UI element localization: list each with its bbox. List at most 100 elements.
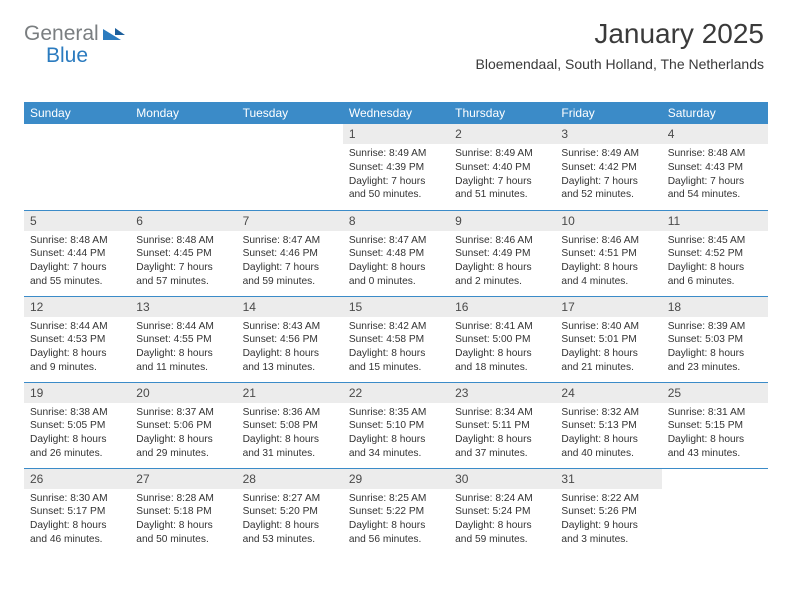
day-number: 8 [343, 211, 449, 231]
day-content: Sunrise: 8:49 AMSunset: 4:42 PMDaylight:… [555, 144, 661, 206]
day-content: Sunrise: 8:40 AMSunset: 5:01 PMDaylight:… [555, 317, 661, 379]
day-cell: 2Sunrise: 8:49 AMSunset: 4:40 PMDaylight… [449, 124, 555, 210]
day-content: Sunrise: 8:44 AMSunset: 4:53 PMDaylight:… [24, 317, 130, 379]
day-cell: 1Sunrise: 8:49 AMSunset: 4:39 PMDaylight… [343, 124, 449, 210]
weekday-header: Monday [130, 102, 236, 124]
day-cell: 19Sunrise: 8:38 AMSunset: 5:05 PMDayligh… [24, 382, 130, 468]
day-number: 4 [662, 124, 768, 144]
day-number: 3 [555, 124, 661, 144]
day-content: Sunrise: 8:25 AMSunset: 5:22 PMDaylight:… [343, 489, 449, 551]
day-number: 1 [343, 124, 449, 144]
empty-cell [237, 124, 343, 210]
weekday-header: Friday [555, 102, 661, 124]
day-number: 23 [449, 383, 555, 403]
day-number: 9 [449, 211, 555, 231]
day-content: Sunrise: 8:24 AMSunset: 5:24 PMDaylight:… [449, 489, 555, 551]
day-number: 28 [237, 469, 343, 489]
calendar-table: Sunday Monday Tuesday Wednesday Thursday… [24, 102, 768, 554]
day-cell: 8Sunrise: 8:47 AMSunset: 4:48 PMDaylight… [343, 210, 449, 296]
day-content: Sunrise: 8:31 AMSunset: 5:15 PMDaylight:… [662, 403, 768, 465]
day-number: 16 [449, 297, 555, 317]
empty-cell [662, 468, 768, 554]
day-number: 20 [130, 383, 236, 403]
day-cell: 31Sunrise: 8:22 AMSunset: 5:26 PMDayligh… [555, 468, 661, 554]
day-number: 7 [237, 211, 343, 231]
day-cell: 10Sunrise: 8:46 AMSunset: 4:51 PMDayligh… [555, 210, 661, 296]
day-cell: 30Sunrise: 8:24 AMSunset: 5:24 PMDayligh… [449, 468, 555, 554]
day-content: Sunrise: 8:27 AMSunset: 5:20 PMDaylight:… [237, 489, 343, 551]
weekday-header: Saturday [662, 102, 768, 124]
day-cell: 27Sunrise: 8:28 AMSunset: 5:18 PMDayligh… [130, 468, 236, 554]
empty-cell [24, 124, 130, 210]
day-content: Sunrise: 8:35 AMSunset: 5:10 PMDaylight:… [343, 403, 449, 465]
day-content: Sunrise: 8:38 AMSunset: 5:05 PMDaylight:… [24, 403, 130, 465]
calendar-row: 26Sunrise: 8:30 AMSunset: 5:17 PMDayligh… [24, 468, 768, 554]
day-content: Sunrise: 8:47 AMSunset: 4:48 PMDaylight:… [343, 231, 449, 293]
logo-text-general: General [24, 22, 99, 46]
day-content: Sunrise: 8:48 AMSunset: 4:44 PMDaylight:… [24, 231, 130, 293]
calendar-row: 1Sunrise: 8:49 AMSunset: 4:39 PMDaylight… [24, 124, 768, 210]
day-content: Sunrise: 8:42 AMSunset: 4:58 PMDaylight:… [343, 317, 449, 379]
logo: General [24, 22, 125, 46]
day-content: Sunrise: 8:34 AMSunset: 5:11 PMDaylight:… [449, 403, 555, 465]
day-content: Sunrise: 8:46 AMSunset: 4:49 PMDaylight:… [449, 231, 555, 293]
day-cell: 16Sunrise: 8:41 AMSunset: 5:00 PMDayligh… [449, 296, 555, 382]
day-cell: 11Sunrise: 8:45 AMSunset: 4:52 PMDayligh… [662, 210, 768, 296]
day-cell: 12Sunrise: 8:44 AMSunset: 4:53 PMDayligh… [24, 296, 130, 382]
calendar-row: 12Sunrise: 8:44 AMSunset: 4:53 PMDayligh… [24, 296, 768, 382]
day-content: Sunrise: 8:47 AMSunset: 4:46 PMDaylight:… [237, 231, 343, 293]
weekday-header: Thursday [449, 102, 555, 124]
weekday-header: Tuesday [237, 102, 343, 124]
day-cell: 20Sunrise: 8:37 AMSunset: 5:06 PMDayligh… [130, 382, 236, 468]
day-number: 5 [24, 211, 130, 231]
day-content: Sunrise: 8:43 AMSunset: 4:56 PMDaylight:… [237, 317, 343, 379]
day-cell: 3Sunrise: 8:49 AMSunset: 4:42 PMDaylight… [555, 124, 661, 210]
day-number: 25 [662, 383, 768, 403]
day-content: Sunrise: 8:48 AMSunset: 4:43 PMDaylight:… [662, 144, 768, 206]
day-cell: 15Sunrise: 8:42 AMSunset: 4:58 PMDayligh… [343, 296, 449, 382]
day-cell: 6Sunrise: 8:48 AMSunset: 4:45 PMDaylight… [130, 210, 236, 296]
weekday-header: Sunday [24, 102, 130, 124]
day-number: 24 [555, 383, 661, 403]
day-content: Sunrise: 8:28 AMSunset: 5:18 PMDaylight:… [130, 489, 236, 551]
day-number: 29 [343, 469, 449, 489]
day-number: 19 [24, 383, 130, 403]
day-cell: 9Sunrise: 8:46 AMSunset: 4:49 PMDaylight… [449, 210, 555, 296]
day-content: Sunrise: 8:37 AMSunset: 5:06 PMDaylight:… [130, 403, 236, 465]
day-number: 17 [555, 297, 661, 317]
day-number: 22 [343, 383, 449, 403]
page-title: January 2025 [476, 18, 764, 50]
day-number: 12 [24, 297, 130, 317]
day-number: 11 [662, 211, 768, 231]
weekday-header: Wednesday [343, 102, 449, 124]
header: January 2025 Bloemendaal, South Holland,… [476, 18, 764, 72]
day-cell: 14Sunrise: 8:43 AMSunset: 4:56 PMDayligh… [237, 296, 343, 382]
empty-cell [130, 124, 236, 210]
day-number: 14 [237, 297, 343, 317]
day-number: 26 [24, 469, 130, 489]
day-number: 13 [130, 297, 236, 317]
weekday-header-row: Sunday Monday Tuesday Wednesday Thursday… [24, 102, 768, 124]
day-content: Sunrise: 8:32 AMSunset: 5:13 PMDaylight:… [555, 403, 661, 465]
day-cell: 7Sunrise: 8:47 AMSunset: 4:46 PMDaylight… [237, 210, 343, 296]
day-content: Sunrise: 8:46 AMSunset: 4:51 PMDaylight:… [555, 231, 661, 293]
day-cell: 17Sunrise: 8:40 AMSunset: 5:01 PMDayligh… [555, 296, 661, 382]
day-number: 2 [449, 124, 555, 144]
calendar-row: 19Sunrise: 8:38 AMSunset: 5:05 PMDayligh… [24, 382, 768, 468]
day-cell: 5Sunrise: 8:48 AMSunset: 4:44 PMDaylight… [24, 210, 130, 296]
day-cell: 28Sunrise: 8:27 AMSunset: 5:20 PMDayligh… [237, 468, 343, 554]
day-number: 6 [130, 211, 236, 231]
day-number: 21 [237, 383, 343, 403]
day-content: Sunrise: 8:49 AMSunset: 4:40 PMDaylight:… [449, 144, 555, 206]
logo-triangle2-icon [115, 28, 125, 35]
day-number: 10 [555, 211, 661, 231]
day-cell: 21Sunrise: 8:36 AMSunset: 5:08 PMDayligh… [237, 382, 343, 468]
day-cell: 18Sunrise: 8:39 AMSunset: 5:03 PMDayligh… [662, 296, 768, 382]
calendar-body: 1Sunrise: 8:49 AMSunset: 4:39 PMDaylight… [24, 124, 768, 554]
location-text: Bloemendaal, South Holland, The Netherla… [476, 56, 764, 72]
day-cell: 26Sunrise: 8:30 AMSunset: 5:17 PMDayligh… [24, 468, 130, 554]
day-content: Sunrise: 8:49 AMSunset: 4:39 PMDaylight:… [343, 144, 449, 206]
day-content: Sunrise: 8:48 AMSunset: 4:45 PMDaylight:… [130, 231, 236, 293]
day-number: 30 [449, 469, 555, 489]
day-cell: 24Sunrise: 8:32 AMSunset: 5:13 PMDayligh… [555, 382, 661, 468]
